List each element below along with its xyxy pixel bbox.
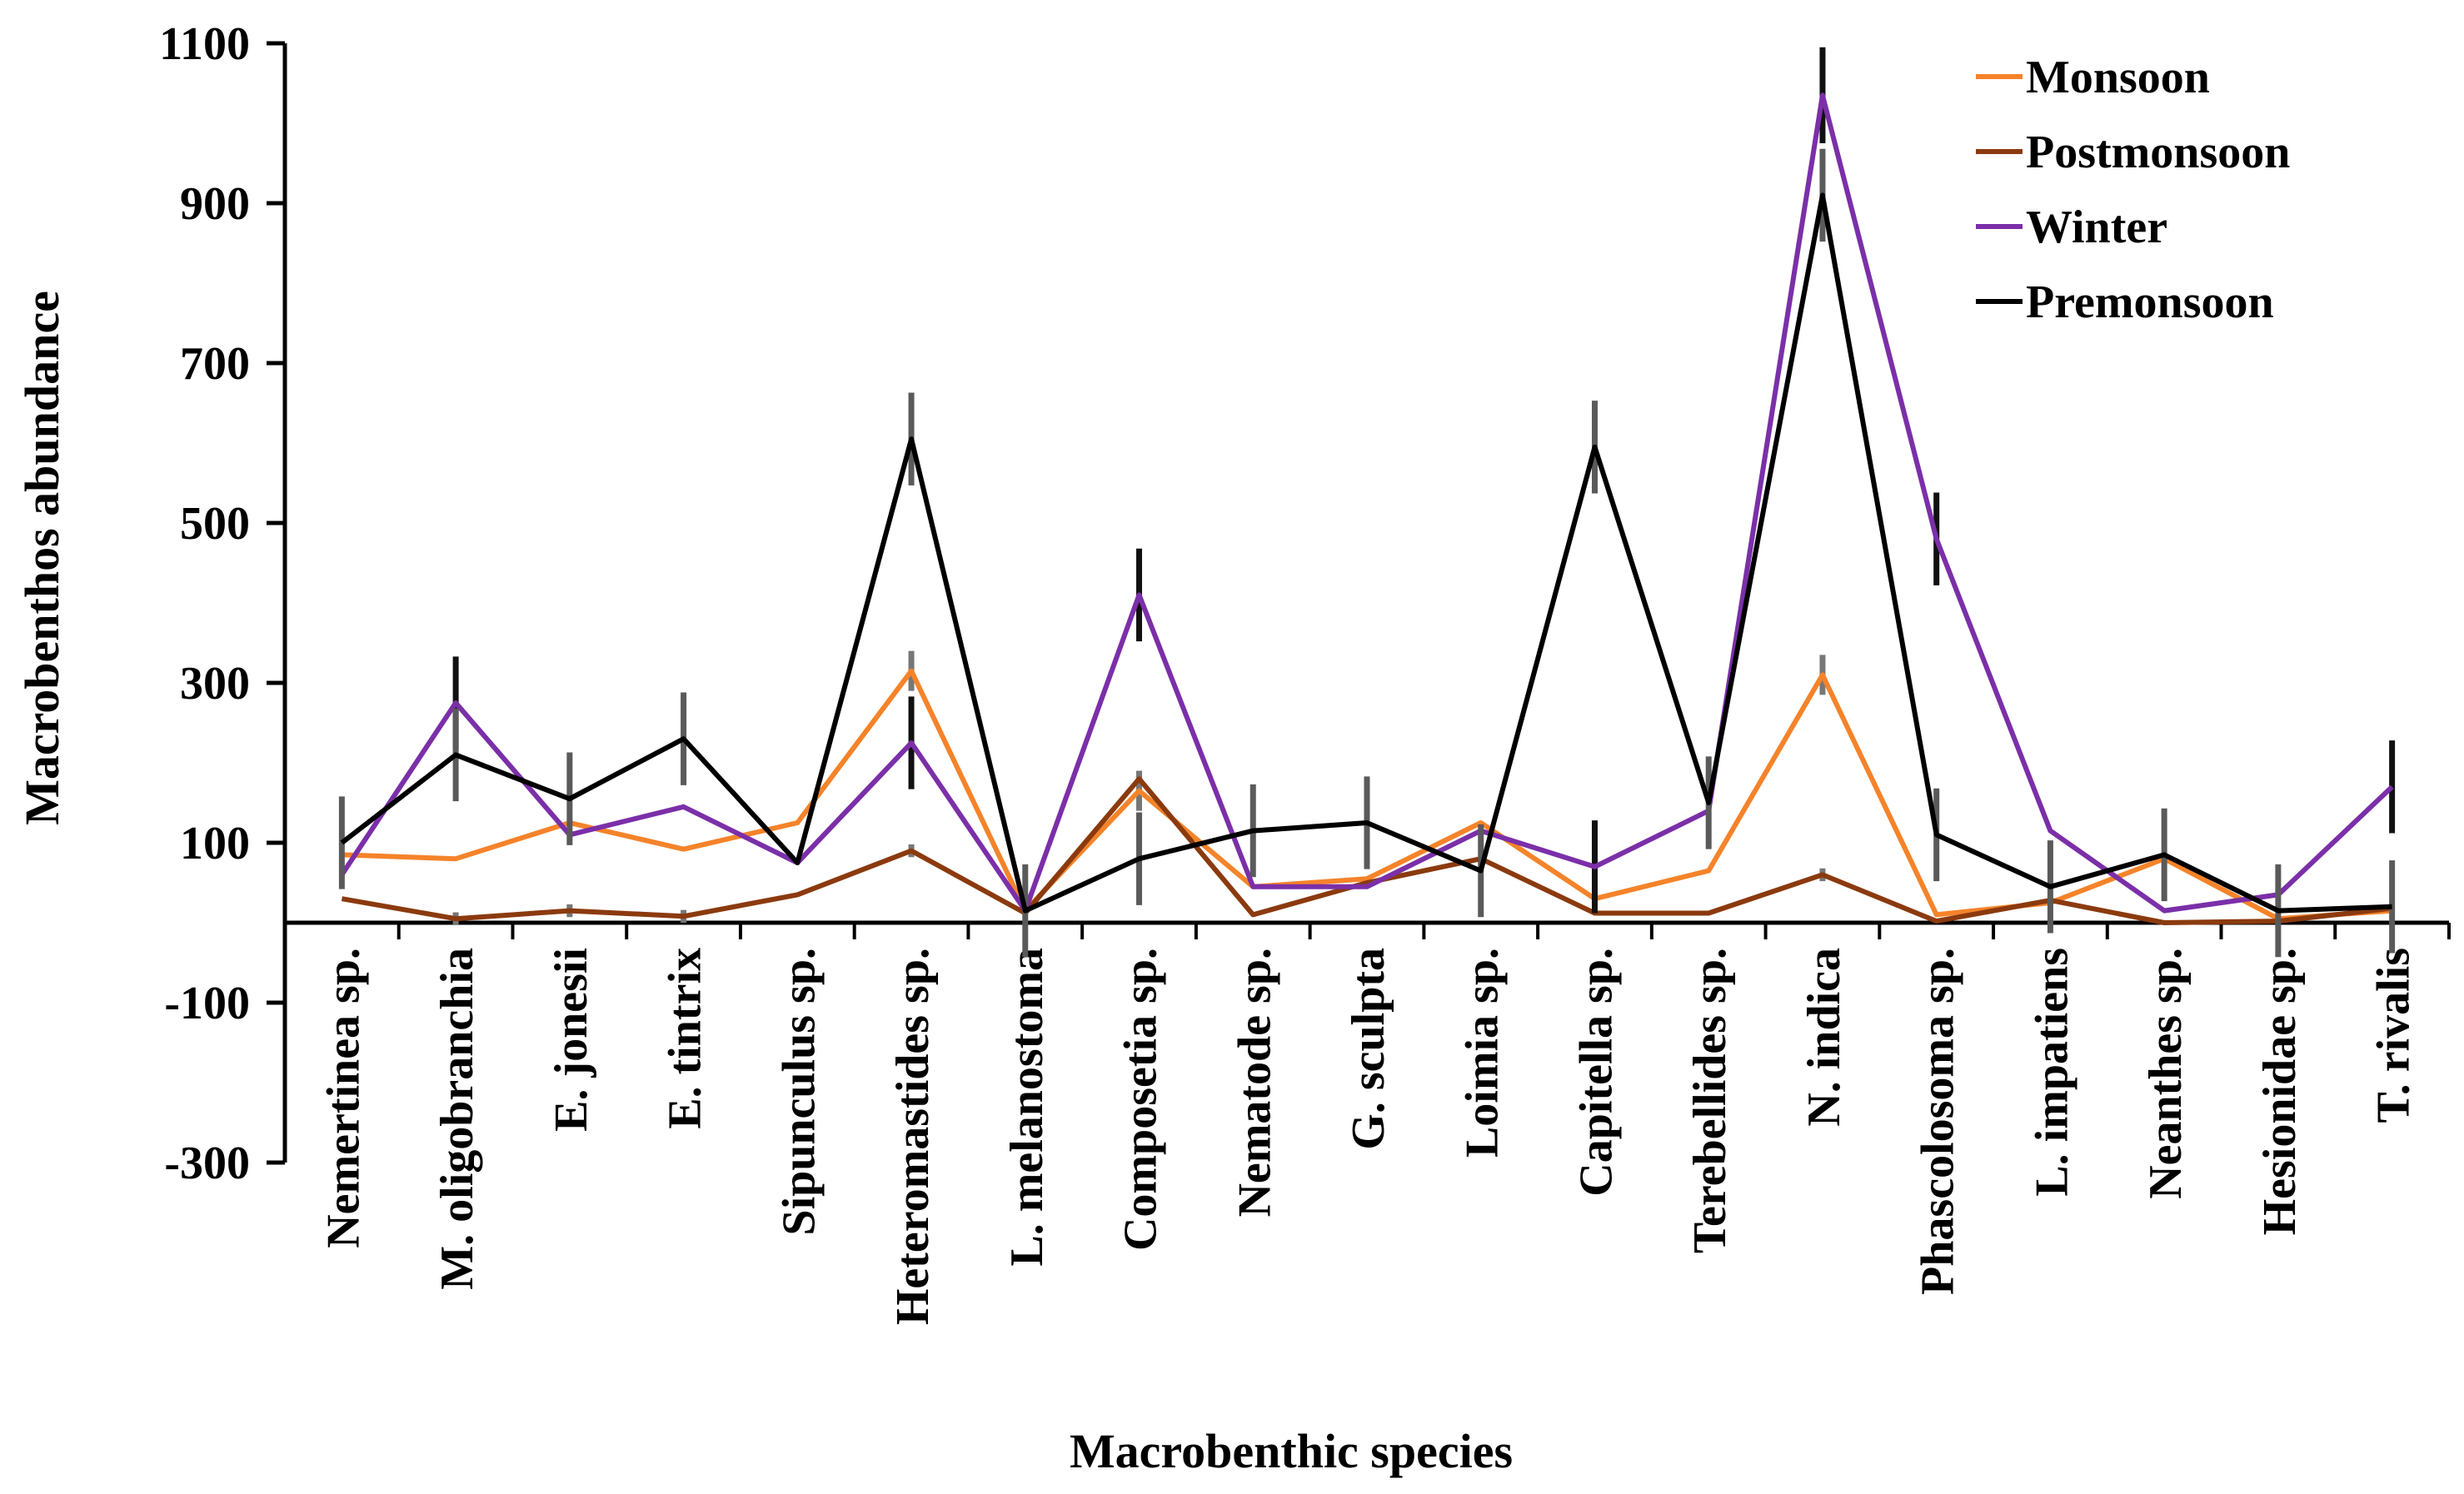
x-category-label: Capitella sp. (1570, 948, 1622, 1197)
y-tick-label: -100 (164, 978, 250, 1029)
y-axis-title: Macrobenthos abundance (15, 291, 69, 825)
y-tick-label: 300 (180, 658, 250, 710)
x-category-label: Phascolosoma sp. (1913, 948, 1964, 1295)
series-line (339, 92, 2394, 914)
y-tick-label: 900 (180, 178, 250, 230)
series-premonsoon (338, 148, 2396, 958)
x-axis: Nemertinea sp. M. oligobranchia E. jonesii… (283, 920, 2451, 1325)
legend-label: Premonsoon (2026, 276, 2274, 328)
series-winter (339, 47, 2396, 914)
legend-label: Winter (2026, 202, 2167, 253)
legend: Monsoon Postmonsoon Winter Premonsoon (1976, 52, 2290, 328)
y-tick-label: 1100 (159, 18, 250, 70)
y-tick-label: 100 (180, 818, 250, 869)
x-category-label: N. indica (1798, 948, 1850, 1127)
y-tick-label: 500 (180, 498, 250, 550)
x-category-label: Heteromastides sp. (887, 948, 939, 1325)
x-category-label: Hesionidae sp. (2254, 948, 2306, 1235)
x-category-label: Loimia sp. (1457, 948, 1509, 1158)
x-axis-title: Macrobenthic species (1070, 1424, 1513, 1478)
x-category-label: L. melanostoma (1001, 948, 1053, 1267)
x-category-label: G. sculpta (1343, 948, 1394, 1150)
y-tick-label: -300 (164, 1138, 250, 1189)
x-category-label: Composetia sp. (1115, 948, 1167, 1251)
x-category-label: L. impatiens (2026, 948, 2077, 1197)
y-axis: -300 -100 100 300 500 700 900 1100 (159, 18, 287, 1189)
x-category-label: Nemertinea sp. (317, 948, 369, 1248)
x-category-label: Terebellides sp. (1684, 948, 1736, 1253)
x-category-label: E. jonesii (546, 948, 597, 1132)
y-tick-label: 700 (180, 338, 250, 390)
x-category-label: Neanthes sp. (2140, 948, 2192, 1199)
series-layer (338, 47, 2396, 958)
legend-label: Monsoon (2026, 52, 2210, 103)
legend-label: Postmonsoon (2026, 127, 2290, 178)
x-category-label: Nematode sp. (1229, 948, 1280, 1218)
x-category-label: T. rivalis (2368, 948, 2420, 1123)
x-category-label: M. oligobranchia (431, 948, 483, 1290)
x-category-label: E. tintrix (660, 948, 711, 1129)
series-line (340, 192, 2392, 914)
x-category-label: Sipunculus sp. (773, 948, 825, 1236)
